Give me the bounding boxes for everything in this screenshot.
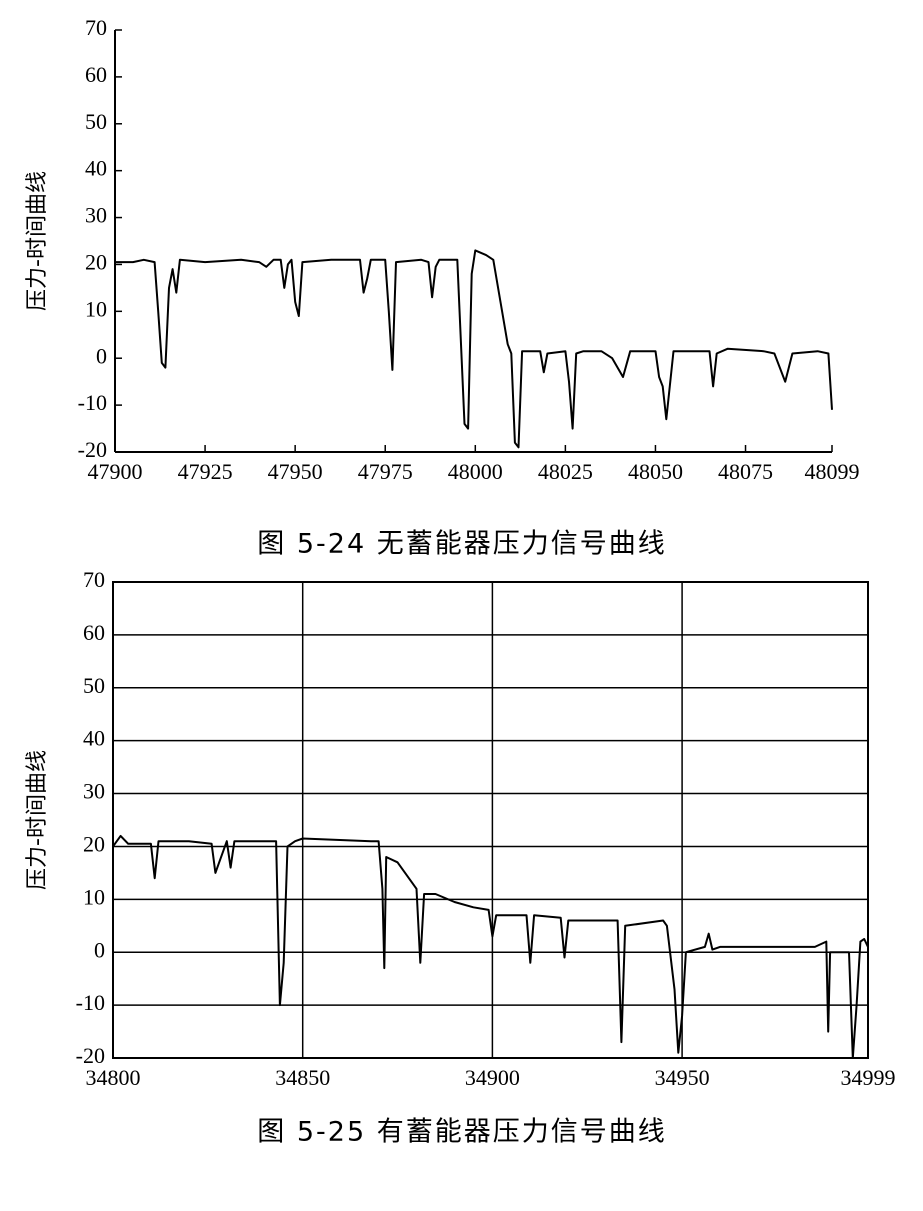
- y-tick-label: 50: [85, 109, 107, 134]
- y-tick-label: 0: [94, 937, 105, 962]
- y-tick-label: -20: [78, 437, 107, 462]
- y-tick-label: -20: [76, 1043, 105, 1068]
- figure-caption: 图 5-24 无蓄能器压力信号曲线: [257, 529, 666, 560]
- x-tick-label: 47950: [268, 459, 323, 484]
- x-tick-label: 48050: [628, 459, 683, 484]
- pressure-line: [112, 834, 869, 1059]
- x-tick-label: 47900: [88, 459, 143, 484]
- x-tick-label: 48000: [448, 459, 503, 484]
- x-tick-label: 48075: [718, 459, 773, 484]
- x-tick-label: 47925: [178, 459, 233, 484]
- x-tick-label: 48099: [805, 459, 860, 484]
- y-axis-label: 压力-时间曲线: [25, 750, 50, 890]
- y-tick-label: 30: [83, 779, 105, 804]
- y-tick-label: 50: [83, 673, 105, 698]
- x-tick-label: 34850: [275, 1065, 330, 1090]
- x-tick-label: 34999: [841, 1065, 896, 1090]
- y-tick-label: 0: [96, 343, 107, 368]
- x-tick-label: 34950: [655, 1065, 710, 1090]
- x-tick-label: 34900: [465, 1065, 520, 1090]
- y-tick-label: 10: [85, 296, 107, 321]
- y-tick-label: -10: [76, 990, 105, 1015]
- y-tick-label: 70: [85, 15, 107, 40]
- y-tick-label: 40: [85, 156, 107, 181]
- y-tick-label: 40: [83, 726, 105, 751]
- y-tick-label: 70: [83, 567, 105, 592]
- y-tick-label: 20: [83, 831, 105, 856]
- y-tick-label: -10: [78, 390, 107, 415]
- pressure-line: [115, 249, 833, 449]
- y-tick-label: 30: [85, 203, 107, 228]
- y-tick-label: 60: [85, 62, 107, 87]
- y-tick-label: 20: [85, 249, 107, 274]
- x-tick-label: 34800: [86, 1065, 141, 1090]
- x-tick-label: 48025: [538, 459, 593, 484]
- y-tick-label: 60: [83, 620, 105, 645]
- figure-caption: 图 5-25 有蓄能器压力信号曲线: [257, 1117, 666, 1148]
- x-tick-label: 47975: [358, 459, 413, 484]
- plot-frame: [112, 581, 869, 1059]
- y-axis-label: 压力-时间曲线: [25, 171, 50, 311]
- y-tick-label: 10: [83, 884, 105, 909]
